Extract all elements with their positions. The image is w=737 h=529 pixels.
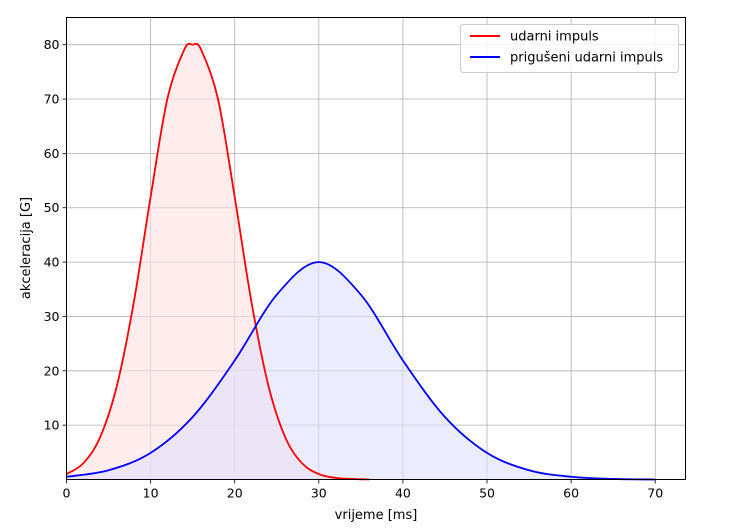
- y-tick-label-80: 80: [44, 37, 60, 52]
- legend-label-udarni: udarni impuls: [510, 30, 599, 45]
- series-fill-0: [66, 43, 370, 480]
- x-tick-label-40: 40: [395, 486, 411, 501]
- axis-ticks: 0 10 20 30 40 50 60 70 10 20 30 40 50 60 70 80: [44, 37, 664, 500]
- legend: udarni impuls prigušeni udarni impuls: [460, 24, 679, 73]
- y-tick-label-30: 30: [44, 309, 60, 324]
- series-lines: [66, 42, 656, 481]
- x-tick-label-70: 70: [647, 486, 663, 501]
- series-line-1: [66, 261, 656, 481]
- legend-box: [460, 24, 679, 73]
- y-axis-label: akceleracija [G]: [19, 197, 34, 299]
- y-tick-label-20: 20: [44, 363, 60, 378]
- x-tick-label-0: 0: [63, 486, 71, 501]
- series-fill-1: [66, 262, 656, 480]
- plot-frame: [66, 17, 686, 480]
- y-tick-label-50: 50: [44, 200, 60, 215]
- x-tick-label-60: 60: [563, 486, 579, 501]
- x-tick-label-50: 50: [479, 486, 495, 501]
- y-tick-label-40: 40: [44, 255, 60, 270]
- y-tick-label-70: 70: [44, 92, 60, 107]
- x-axis-label: vrijeme [ms]: [335, 508, 418, 523]
- x-tick-label-20: 20: [227, 486, 243, 501]
- legend-label-priguseni: prigušeni udarni impuls: [510, 51, 663, 66]
- y-tick-label-10: 10: [44, 418, 60, 433]
- y-tick-label-60: 60: [44, 146, 60, 161]
- x-tick-label-10: 10: [143, 486, 159, 501]
- x-tick-label-30: 30: [311, 486, 327, 501]
- series-line-0: [66, 42, 370, 481]
- series-fills: [66, 43, 656, 480]
